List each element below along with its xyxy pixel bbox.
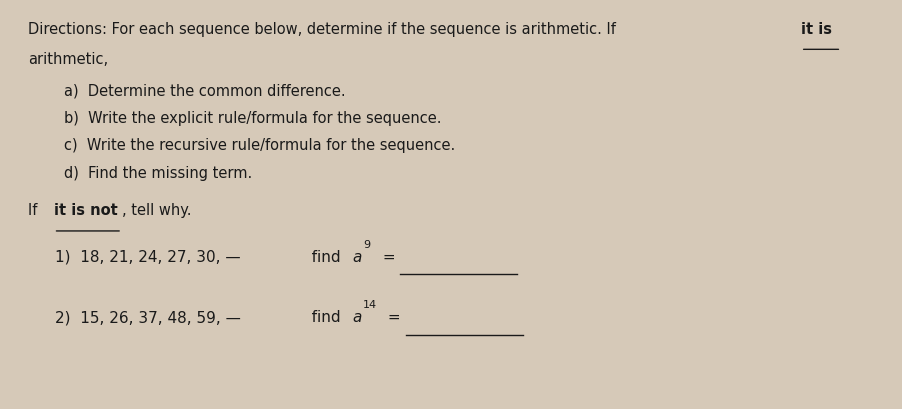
Text: c)  Write the recursive rule/formula for the sequence.: c) Write the recursive rule/formula for … [64,138,456,153]
Text: b)  Write the explicit rule/formula for the sequence.: b) Write the explicit rule/formula for t… [64,111,441,126]
Text: 2)  15, 26, 37, 48, 59, —: 2) 15, 26, 37, 48, 59, — [55,310,241,326]
Text: =: = [377,250,395,265]
Text: a)  Determine the common difference.: a) Determine the common difference. [64,83,345,98]
Text: Directions: For each sequence below, determine if the sequence is arithmetic. If: Directions: For each sequence below, det… [28,22,621,37]
Text: arithmetic,: arithmetic, [28,52,108,67]
Text: a: a [352,310,362,326]
Text: =: = [382,310,400,326]
Text: it is not: it is not [53,203,117,218]
Text: find: find [297,310,345,326]
Text: , tell why.: , tell why. [122,203,191,218]
Text: If: If [28,203,42,218]
Text: it is: it is [800,22,831,37]
Text: 9: 9 [363,240,370,250]
Text: d)  Find the missing term.: d) Find the missing term. [64,166,253,181]
Text: find: find [297,250,345,265]
Text: 1)  18, 21, 24, 27, 30, —: 1) 18, 21, 24, 27, 30, — [55,250,241,265]
Text: a: a [352,250,362,265]
Text: 14: 14 [363,300,377,310]
